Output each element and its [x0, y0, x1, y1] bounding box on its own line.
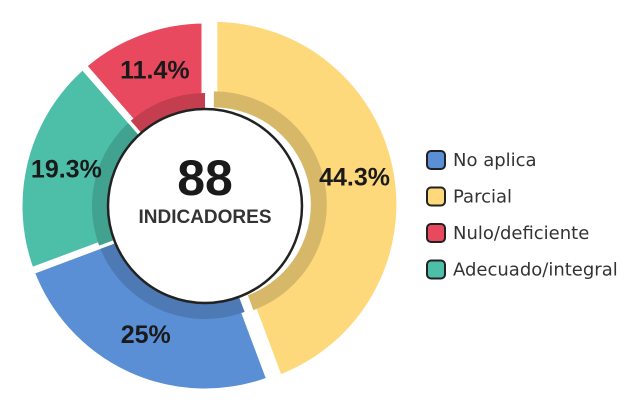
slice-inner-band: [213, 91, 327, 311]
center-text: INDICADORES: [138, 207, 271, 228]
legend-swatch: [426, 186, 446, 207]
legend-label: Parcial: [453, 187, 512, 208]
legend-swatch: [426, 223, 446, 243]
slice-inner-band: [130, 93, 205, 133]
legend-swatch: [426, 150, 446, 170]
donut: 44.3% 25% 19.3% 11.4%: [15, 14, 404, 396]
legend-label: No aplica: [453, 150, 537, 171]
legend: No aplica Parcial Nulo/deficiente Adecuado/…: [426, 150, 618, 281]
center-hole: [106, 107, 304, 305]
legend-label: Adecuado/integral: [453, 260, 618, 281]
center-value: 88: [177, 150, 233, 206]
slice-inner-band: [91, 120, 142, 246]
value-label: 25%: [121, 321, 171, 349]
legend-label: Nulo/deficiente: [453, 223, 589, 244]
slice-inner-band: [99, 240, 245, 319]
value-label: 44.3%: [319, 164, 390, 192]
value-label: 19.3%: [31, 155, 102, 183]
value-label: 11.4%: [120, 57, 190, 85]
legend-swatch: [426, 259, 446, 280]
